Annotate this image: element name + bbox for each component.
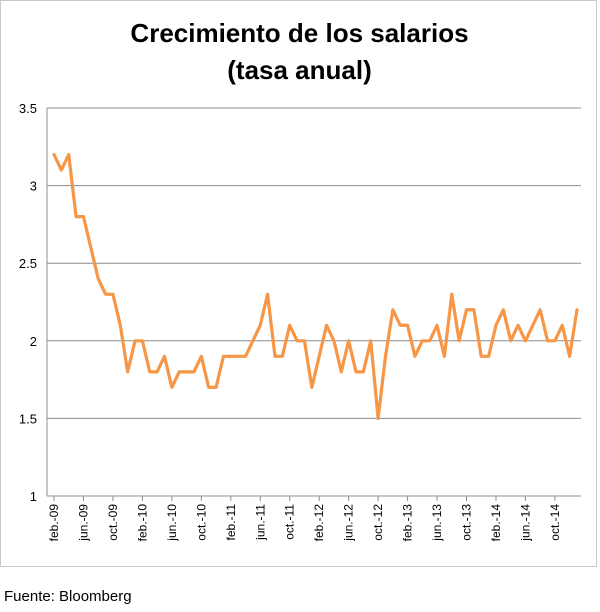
x-tick-label: feb.-14 xyxy=(489,504,503,542)
x-tick-label: jun.-13 xyxy=(430,504,444,542)
chart-area: Crecimiento de los salarios (tasa anual)… xyxy=(0,0,597,567)
y-tick-label: 1.5 xyxy=(19,411,37,426)
chart-title: Crecimiento de los salarios (tasa anual) xyxy=(1,15,598,89)
x-tick-label: oct.-13 xyxy=(460,504,474,541)
x-tick-label: feb.-09 xyxy=(47,504,61,542)
x-tick-label: jun.-14 xyxy=(518,504,532,542)
y-tick-label: 3 xyxy=(30,179,37,194)
x-tick-label: oct.-09 xyxy=(106,504,120,541)
y-tick-label: 3.5 xyxy=(19,101,37,116)
chart-title-line-2: (tasa anual) xyxy=(227,55,372,85)
y-tick-label: 2 xyxy=(30,334,37,349)
x-tick-label: jun.-12 xyxy=(342,504,356,542)
chart-title-line-1: Crecimiento de los salarios xyxy=(130,18,469,48)
x-tick-label: oct.-11 xyxy=(283,504,297,540)
x-tick-label: feb.-13 xyxy=(401,504,415,542)
line-chart: 1 1.5 2 2.5 3 3.5 feb.-09 jun.-09 oct.-09 feb.-10… xyxy=(19,101,581,542)
x-tick-label: oct.-14 xyxy=(548,504,562,541)
x-tick-label: feb.-10 xyxy=(135,504,149,542)
source-note: Fuente: Bloomberg xyxy=(4,588,132,605)
x-tick-label: oct.-12 xyxy=(371,504,385,541)
series-line xyxy=(52,152,579,420)
y-tick-label: 2.5 xyxy=(19,256,37,271)
x-tick-label: jun.-10 xyxy=(165,504,179,542)
y-tick-label: 1 xyxy=(30,489,37,504)
x-tick-label: jun.-09 xyxy=(76,504,90,542)
x-tick-label: feb.-11 xyxy=(224,504,238,541)
x-tick-label: jun.-11 xyxy=(253,504,267,541)
x-tick-label: oct.-10 xyxy=(194,504,208,541)
x-tick-label: feb.-12 xyxy=(312,504,326,542)
